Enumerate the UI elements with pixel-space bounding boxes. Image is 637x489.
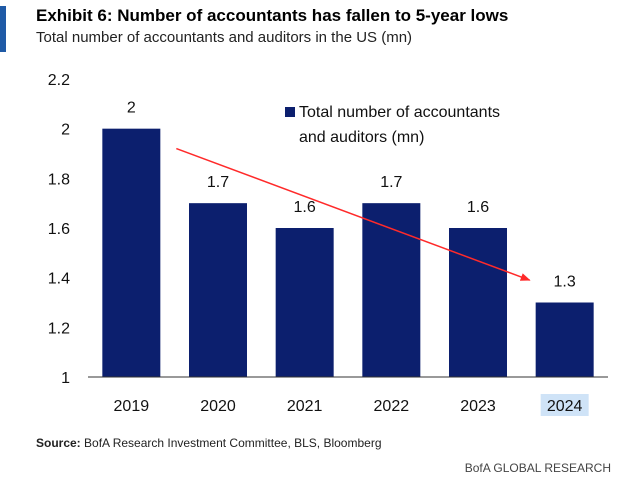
data-label-2022: 1.7: [380, 174, 402, 191]
x-tick-label-2019: 2019: [114, 398, 150, 415]
bar-2019: [102, 128, 161, 377]
data-label-2019: 2: [127, 100, 136, 117]
x-axis-ticks: 2019 2020 2021 2022 2023 2024: [114, 394, 589, 416]
data-labels: 2 1.7 1.6 1.7 1.6 1.3: [127, 100, 576, 291]
y-tick-label: 1.4: [48, 271, 70, 288]
brand-label: BofA GLOBAL RESEARCH: [464, 461, 611, 475]
source-label: Source:: [36, 436, 81, 450]
y-tick-label: 1.6: [48, 221, 70, 238]
chart-subtitle: Total number of accountants and auditors…: [36, 29, 413, 46]
legend-label-line-2: and auditors (mn): [299, 129, 424, 146]
data-label-2024: 1.3: [554, 274, 576, 291]
chart-title: Exhibit 6: Number of accountants has fal…: [36, 6, 509, 25]
bar-2023: [449, 228, 507, 377]
y-tick-label: 2: [61, 122, 70, 139]
data-label-2020: 1.7: [207, 174, 229, 191]
bar-2020: [189, 203, 247, 377]
x-tick-label-2024: 2024: [547, 398, 583, 415]
x-tick-label-2020: 2020: [200, 398, 236, 415]
y-tick-label: 2.2: [48, 72, 70, 89]
trend-arrow: [176, 147, 531, 281]
accent-bar: [0, 6, 6, 52]
x-tick-label-2022: 2022: [374, 398, 410, 415]
x-tick-label-2023: 2023: [460, 398, 496, 415]
legend: Total number of accountants and auditors…: [285, 104, 500, 146]
data-label-2023: 1.6: [467, 199, 489, 216]
bars: [102, 128, 594, 377]
legend-label-line-1: Total number of accountants: [299, 104, 500, 121]
y-tick-label: 1.2: [48, 320, 70, 337]
x-tick-highlight: [540, 394, 589, 416]
x-tick-label-2021: 2021: [287, 398, 323, 415]
y-axis-ticks: 1 1.2 1.4 1.6 1.8 2 2.2: [48, 72, 70, 387]
bar-2022: [362, 203, 421, 377]
y-tick-label: 1.8: [48, 171, 70, 188]
bar-chart: 11.21.41.61.822.2 21.71.61.71.61.3 2019 2…: [48, 72, 608, 416]
bar-2021: [275, 228, 334, 377]
source-text: BofA Research Investment Committee, BLS,…: [80, 436, 382, 450]
y-tick-label: 1: [61, 370, 70, 387]
bar-2024: [535, 302, 594, 377]
data-label-2021: 1.6: [294, 199, 316, 216]
legend-swatch: [285, 107, 295, 117]
source-note: Source: BofA Research Investment Committ…: [36, 436, 382, 450]
